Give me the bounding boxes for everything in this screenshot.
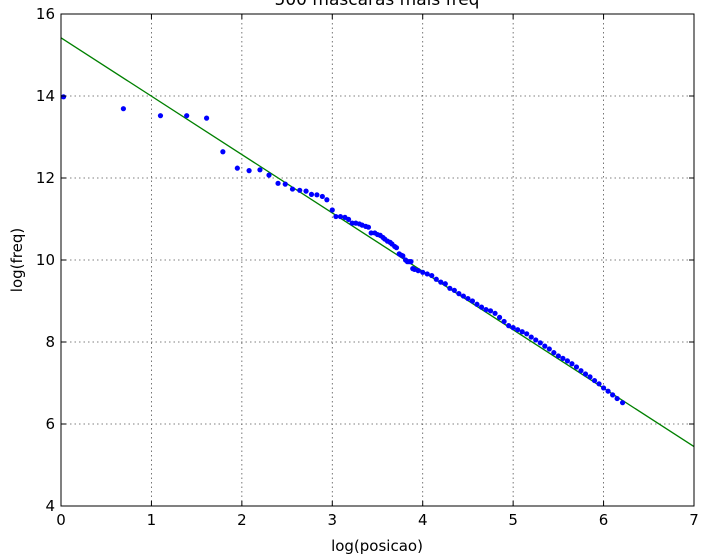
data-point — [303, 188, 309, 194]
data-point — [465, 295, 471, 302]
data-point — [596, 381, 602, 387]
data-point — [546, 346, 552, 352]
data-point — [551, 350, 557, 356]
data-point — [184, 113, 190, 119]
data-point — [442, 281, 448, 287]
data-point — [220, 149, 226, 155]
data-point — [501, 318, 507, 325]
data-point — [429, 272, 435, 279]
data-point — [456, 291, 462, 297]
data-point — [393, 245, 400, 251]
data-point — [349, 220, 355, 226]
data-point — [329, 207, 335, 213]
data-point — [433, 276, 439, 282]
x-tick-label: 1 — [147, 511, 157, 529]
data-point — [542, 343, 548, 349]
x-tick-label: 2 — [237, 511, 247, 529]
data-point — [528, 334, 534, 340]
data-point — [400, 253, 406, 259]
y-tick-label: 8 — [45, 333, 55, 351]
y-tick-label: 16 — [36, 5, 55, 23]
y-tick-label: 12 — [36, 169, 55, 187]
data-point — [308, 191, 315, 197]
data-point — [345, 216, 352, 223]
grid — [61, 14, 694, 506]
data-point — [537, 340, 543, 346]
y-tick-label: 4 — [45, 497, 55, 515]
data-point — [368, 230, 374, 236]
data-point — [319, 193, 325, 200]
data-point — [582, 371, 589, 377]
data-point — [555, 353, 561, 359]
data-point — [438, 279, 444, 285]
x-axis-label: log(posicao) — [331, 537, 423, 555]
data-point — [60, 94, 67, 100]
data-point — [560, 355, 566, 361]
data-point — [474, 301, 480, 307]
data-point — [266, 172, 272, 178]
data-points — [60, 94, 626, 406]
data-point — [447, 285, 453, 291]
data-point — [365, 224, 372, 230]
x-tick-label: 3 — [328, 511, 338, 529]
data-point — [460, 293, 467, 299]
y-axis-label: log(freq) — [8, 228, 26, 292]
data-point — [234, 165, 240, 171]
y-tick-label: 6 — [45, 415, 55, 433]
data-point — [614, 395, 620, 402]
x-tick-label: 7 — [689, 511, 699, 529]
x-tick-label: 0 — [56, 511, 66, 529]
x-tick-labels: 0 1 2 3 4 5 6 7 — [56, 511, 699, 529]
data-point — [337, 213, 344, 220]
data-point — [424, 271, 430, 277]
data-point — [314, 192, 320, 198]
data-point — [246, 168, 252, 174]
data-point — [610, 392, 616, 398]
data-point — [282, 181, 288, 187]
data-point — [487, 308, 494, 314]
data-point — [587, 374, 593, 380]
data-point — [483, 307, 489, 313]
data-point — [297, 187, 303, 193]
data-point — [578, 368, 584, 374]
data-point — [408, 259, 414, 265]
chart-title: 500 mascaras mais freq — [275, 0, 480, 10]
data-point — [324, 197, 330, 203]
y-tick-label: 10 — [36, 251, 55, 269]
data-point — [524, 331, 530, 337]
data-point — [564, 358, 571, 364]
y-tick-labels: 4 6 8 10 12 14 16 — [36, 5, 55, 515]
data-point — [605, 388, 611, 394]
data-point — [289, 186, 296, 192]
data-point — [120, 106, 126, 112]
data-point — [533, 337, 539, 343]
data-point — [515, 327, 521, 333]
y-tick-label: 14 — [36, 87, 55, 105]
data-point — [469, 298, 476, 304]
data-point — [451, 287, 457, 293]
data-point — [333, 213, 339, 220]
data-point — [420, 269, 426, 275]
axis-ticks — [60, 13, 695, 507]
data-point — [573, 364, 580, 370]
data-point — [275, 180, 281, 186]
x-tick-label: 5 — [508, 511, 518, 529]
data-point — [478, 304, 485, 310]
x-tick-label: 4 — [418, 511, 428, 529]
data-point — [569, 361, 575, 367]
data-point — [506, 323, 512, 329]
data-point — [415, 268, 421, 274]
x-tick-label: 6 — [599, 511, 609, 529]
data-point — [257, 167, 263, 173]
data-point — [591, 377, 598, 384]
data-point — [600, 385, 607, 391]
data-point — [619, 400, 626, 406]
data-point — [519, 329, 525, 335]
data-point — [510, 325, 516, 331]
data-point — [496, 314, 503, 320]
data-point — [492, 310, 498, 316]
data-point — [203, 115, 210, 121]
data-point — [157, 113, 164, 119]
